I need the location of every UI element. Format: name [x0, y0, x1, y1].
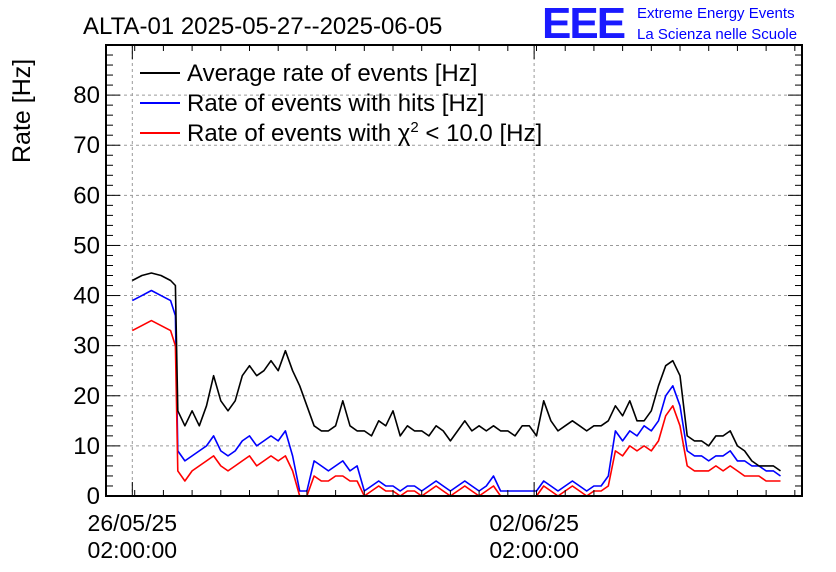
- legend-label-3: Rate of events with χ2 < 10.0 [Hz]: [187, 119, 542, 147]
- y-tick-label: 40: [73, 283, 100, 310]
- series-line-3: [131, 319, 781, 497]
- y-axis-title: Rate [Hz]: [8, 59, 36, 163]
- series-line-2: [131, 289, 781, 492]
- x-tick-time: 02:00:00: [88, 537, 178, 563]
- y-tick-label: 10: [73, 433, 100, 460]
- legend-label-1: Average rate of events [Hz]: [187, 60, 477, 87]
- legend-label-2: Rate of events with hits [Hz]: [187, 90, 484, 117]
- x-tick-date: 26/05/25: [88, 510, 178, 536]
- y-tick-label: 70: [73, 132, 100, 159]
- logo-line-2: La Scienza nelle Scuole: [637, 26, 798, 43]
- chart-title: ALTA-01 2025-05-27--2025-06-05: [83, 13, 442, 40]
- x-tick-time: 02:00:00: [489, 537, 579, 563]
- eee-logo: EEE Extreme Energy Events La Scienza nel…: [542, 2, 836, 48]
- plot-frame: [105, 44, 803, 497]
- axis-ticks: [105, 44, 802, 497]
- y-tick-label: 30: [73, 333, 100, 360]
- y-tick-label: 60: [73, 182, 100, 209]
- series-layer: [131, 272, 781, 497]
- eee-logo-mark: EEE: [542, 0, 626, 48]
- series-line-1: [131, 272, 781, 472]
- y-tick-label: 80: [73, 82, 100, 109]
- y-tick-label: 0: [87, 483, 100, 510]
- y-tick-label: 20: [73, 383, 100, 410]
- y-tick-labels: 0 10 20 30 40 50 60 70 80: [73, 82, 100, 510]
- logo-line-1: Extreme Energy Events: [637, 5, 795, 22]
- legend: Average rate of events [Hz] Rate of event…: [140, 60, 542, 147]
- y-tick-label: 50: [73, 232, 100, 259]
- x-tick-date: 02/06/25: [489, 510, 579, 536]
- grid-lines: [106, 45, 802, 496]
